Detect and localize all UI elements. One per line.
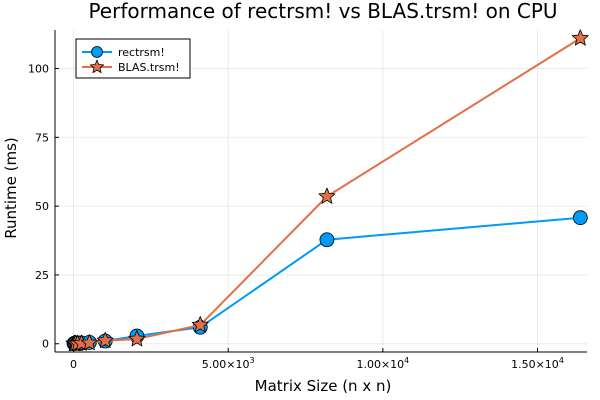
y-tick-label: 25: [35, 269, 49, 282]
y-tick-label: 75: [35, 131, 49, 144]
series-blas-trsm: [65, 29, 589, 352]
data-point-star: [96, 331, 114, 348]
data-point-star: [571, 29, 589, 46]
x-tick-label: 5.00×103: [202, 356, 255, 371]
legend: rectrsm! BLAS.trsm!: [75, 38, 191, 79]
legend-label: rectrsm!: [118, 46, 165, 59]
y-axis-ticks: 0 25 50 75 100: [28, 63, 59, 351]
y-axis-label: Runtime (ms): [2, 137, 20, 239]
x-axis-label: Matrix Size (n x n): [255, 377, 392, 395]
legend-item: rectrsm!: [82, 46, 165, 59]
legend-circle-marker: [91, 46, 103, 58]
legend-items: rectrsm! BLAS.trsm!: [82, 46, 180, 74]
x-axis-ticks: 0 5.00×103 1.00×104 1.50×104: [70, 348, 564, 371]
data-point-star: [318, 187, 336, 204]
legend-item: BLAS.trsm!: [82, 59, 180, 74]
data-point-circle: [572, 210, 588, 226]
data-point-star: [191, 316, 209, 333]
x-tick-label: 1.50×104: [511, 356, 564, 371]
chart-title: Performance of rectrsm! vs BLAS.trsm! on…: [88, 0, 557, 23]
x-tick-label: 1.00×104: [356, 356, 409, 371]
x-tick-label: 0: [70, 358, 77, 371]
data-point-star: [128, 330, 146, 347]
data-point-circle: [319, 232, 335, 248]
y-tick-label: 50: [35, 200, 49, 213]
legend-star-marker: [89, 59, 105, 74]
y-tick-label: 100: [28, 63, 49, 76]
data-series: [65, 29, 589, 352]
y-tick-label: 0: [42, 338, 49, 351]
data-point-star: [80, 334, 98, 351]
legend-label: BLAS.trsm!: [118, 61, 180, 74]
